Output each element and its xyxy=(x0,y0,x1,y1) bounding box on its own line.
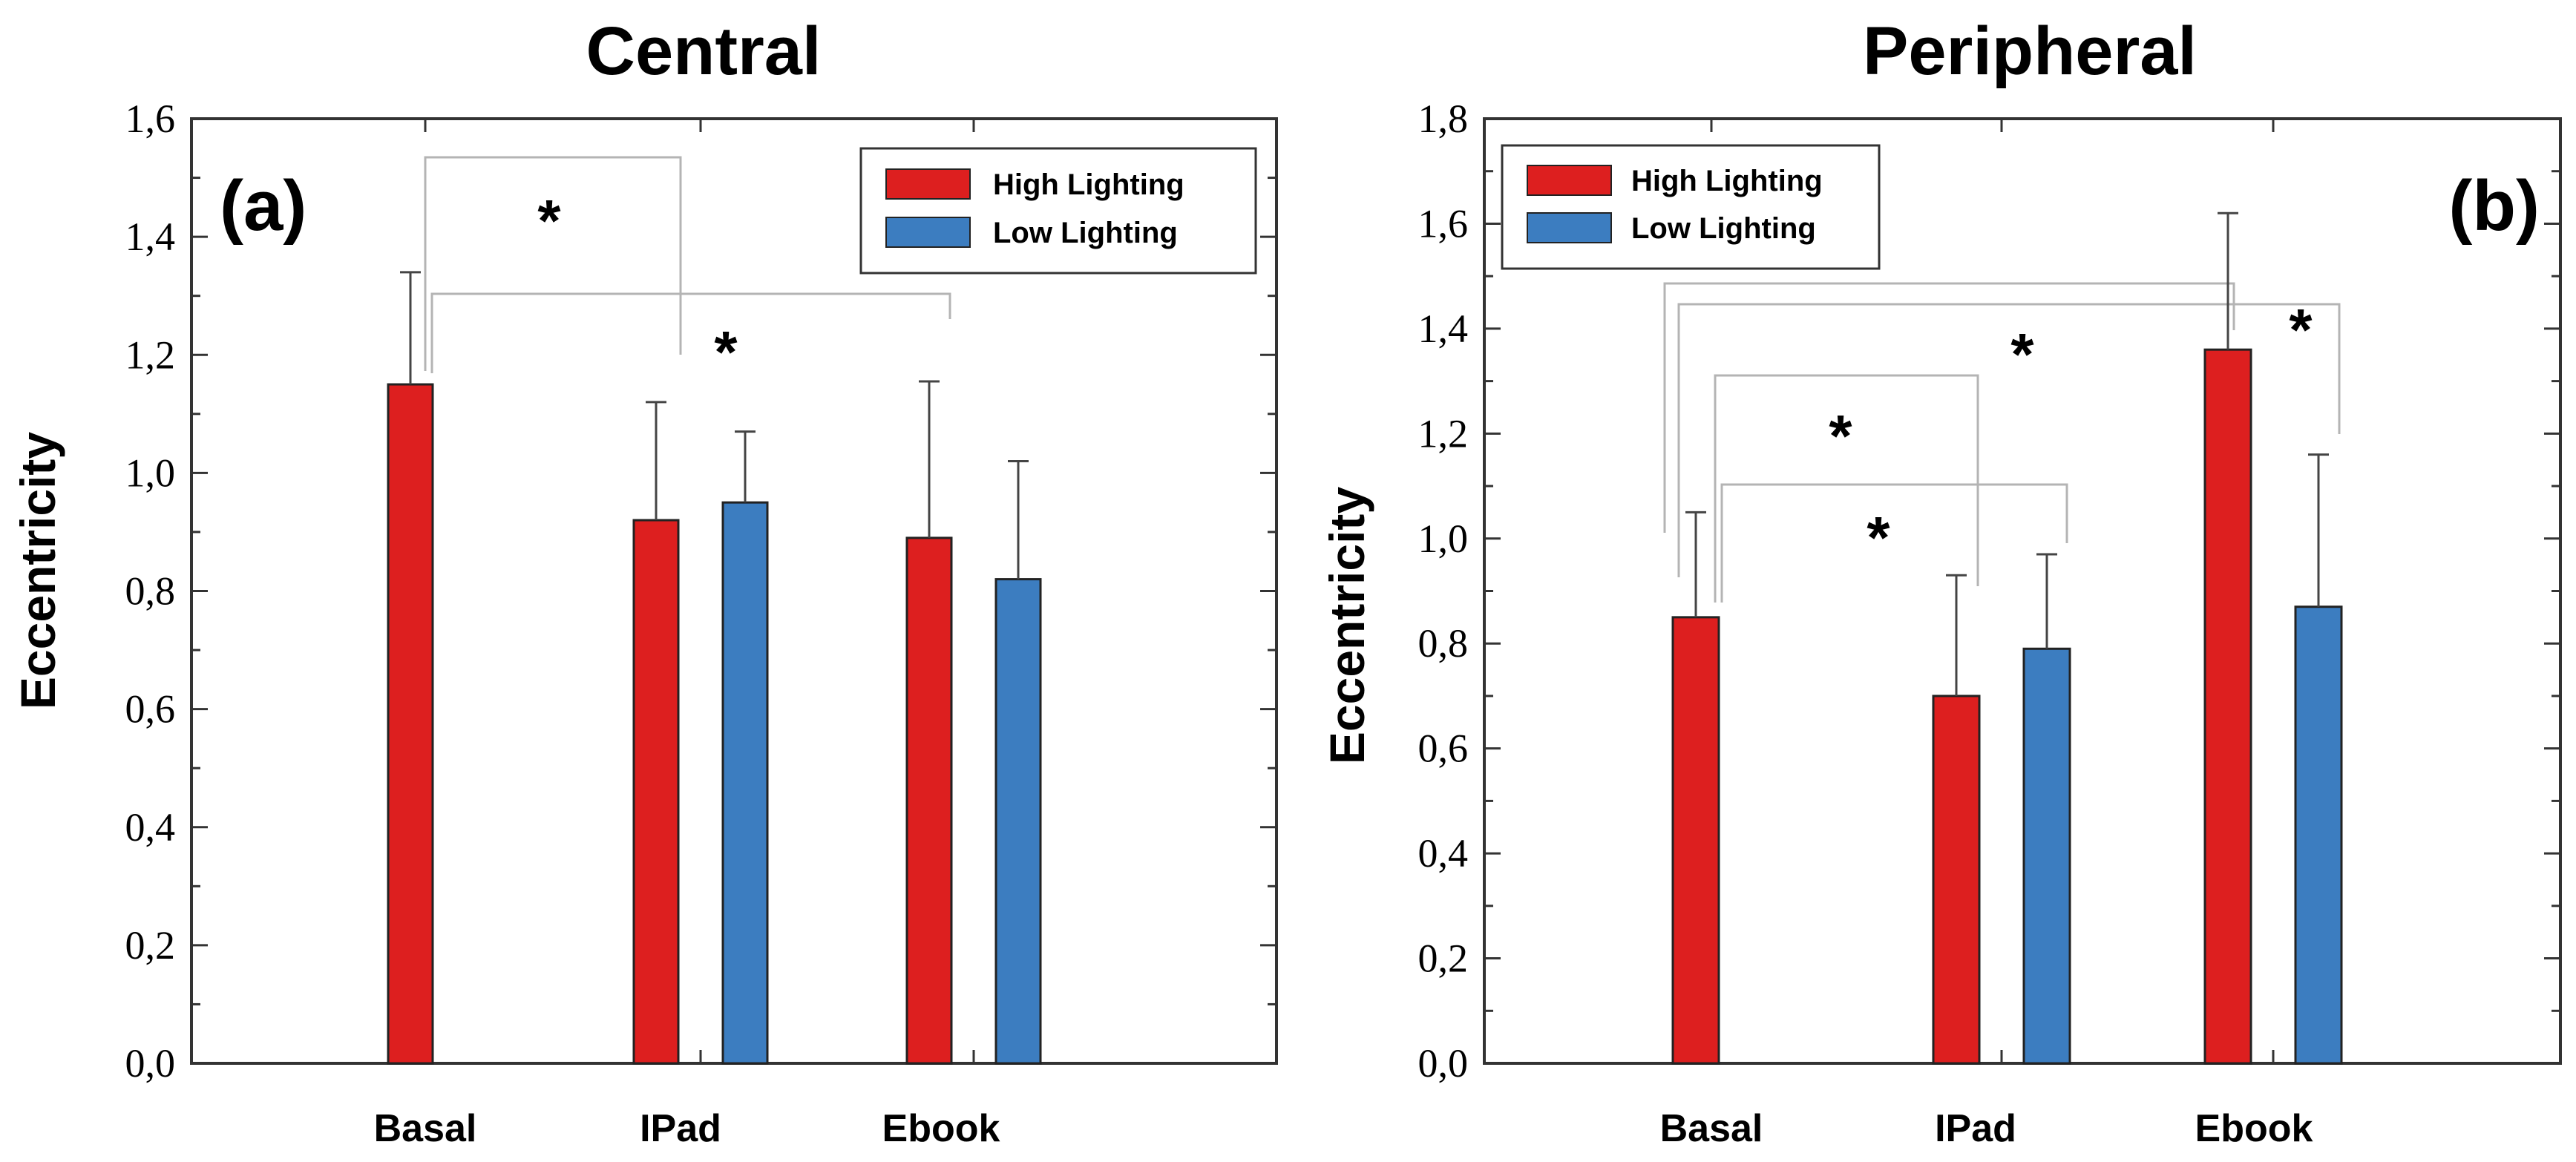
panel-a-ytick-label: 1,0 xyxy=(125,450,176,495)
panel-a-ytick-label: 0,8 xyxy=(125,569,176,614)
panel-a-xtick-label: Ebook xyxy=(882,1107,1000,1150)
panel-b-bar-high-ebook xyxy=(2203,348,2252,1065)
panel-a-star-1: * xyxy=(537,188,561,254)
panel-a-legend-box xyxy=(859,147,1257,275)
panel-b-label: (b) xyxy=(2448,166,2540,246)
panel-b-star-1: * xyxy=(1829,403,1852,469)
panel-a-xtick-label: IPad xyxy=(640,1107,721,1150)
panel-b-ytick-label: 0,4 xyxy=(1418,831,1469,876)
panel-b-ytick-label: 1,2 xyxy=(1418,411,1469,456)
panel-b-xtick-label: Ebook xyxy=(2195,1107,2313,1150)
panel-a-bar-low-ebook xyxy=(994,578,1042,1065)
panel-a-bar-high-ebook xyxy=(905,536,953,1065)
panel-b-xtick-label: Basal xyxy=(1660,1107,1763,1150)
panel-a-bars xyxy=(387,271,1042,1065)
panel-b-bracket-basal-ipad-low xyxy=(1720,483,2068,603)
panel-a-ylabel: Eccentricity xyxy=(10,432,65,709)
panel-a-ytick-label: 0,2 xyxy=(125,923,176,968)
panel-a-ytick-label: 1,2 xyxy=(125,332,176,377)
panel-b-star-2: * xyxy=(2010,321,2034,387)
panel-b-ytick-label: 1,0 xyxy=(1418,516,1469,561)
panel-b-legend-box xyxy=(1501,144,1881,270)
panel-b-bracket-basal-ebook-outer xyxy=(1663,282,2235,533)
panel-a-bar-high-ipad xyxy=(632,519,680,1065)
panel-b-legend: High Lighting Low Lighting xyxy=(1501,144,1881,270)
panel-b-title: Peripheral xyxy=(1863,13,2197,89)
panel-a-label: (a) xyxy=(220,166,307,246)
panel-b-ytick-label: 1,4 xyxy=(1418,306,1469,351)
panel-b-legend-label-low: Low Lighting xyxy=(1631,212,1816,245)
panel-b-y-axis: 0,0 0,2 0,4 0,6 0,8 1,0 1,2 1,4 1,6 1,8 xyxy=(1418,96,2560,1086)
panel-a-bar-high-basal xyxy=(387,383,434,1065)
panel-a-legend-swatch-low xyxy=(885,217,971,248)
panel-a-significance-brackets xyxy=(424,156,951,373)
panel-b-bar-low-ipad xyxy=(2022,647,2071,1065)
panel-b-ytick-label: 0,8 xyxy=(1418,621,1469,666)
panel-b-bars xyxy=(1671,211,2343,1065)
panel-a-legend-swatch-high xyxy=(885,168,971,200)
panel-a-xtick-label: Basal xyxy=(374,1107,477,1150)
panel-b-x-axis: Basal IPad Ebook xyxy=(1660,119,2313,1150)
panel-b-bracket-basal-ipad xyxy=(1714,374,1979,603)
panel-b-legend-swatch-high xyxy=(1527,165,1612,196)
panel-a-legend-label-high: High Lighting xyxy=(993,168,1184,201)
panel-a-ytick-label: 0,0 xyxy=(125,1041,176,1086)
panel-a-bracket-basal-ebook xyxy=(430,292,951,373)
panel-a-star-2: * xyxy=(714,319,738,385)
panel-b-ytick-label: 1,6 xyxy=(1418,201,1469,246)
panel-b-legend-label-high: High Lighting xyxy=(1631,165,1823,197)
panel-a-ytick-label: 1,6 xyxy=(125,96,176,141)
panel-b-star-3: * xyxy=(1867,505,1890,571)
panel-b-significance-brackets xyxy=(1663,282,2341,603)
panel-b-ytick-label: 1,8 xyxy=(1418,96,1469,141)
panel-a-title: Central xyxy=(586,13,822,89)
panel-b: Peripheral Eccentricity 0,0 0,2 0,4 0,6 0,8 1… xyxy=(1320,13,2562,1150)
panel-a-x-axis: Basal IPad Ebook xyxy=(374,119,1000,1150)
panel-b-xtick-label: IPad xyxy=(1935,1107,2016,1150)
panel-a-legend: High Lighting Low Lighting xyxy=(859,147,1257,275)
panel-a-bar-low-ipad xyxy=(721,501,769,1065)
panel-a-bracket-basal-ipad xyxy=(424,156,682,371)
panel-a-ytick-label: 1,4 xyxy=(125,214,176,259)
panel-a: Central Eccentricity 0,0 0,2 0,4 0,6 0,8 1,0 1… xyxy=(10,13,1278,1150)
panel-a-ytick-label: 0,6 xyxy=(125,687,176,732)
panel-b-ytick-label: 0,2 xyxy=(1418,936,1469,981)
panel-a-ytick-label: 0,4 xyxy=(125,805,176,850)
panel-b-ytick-label: 0,0 xyxy=(1418,1041,1469,1086)
panel-b-ytick-label: 0,6 xyxy=(1418,726,1469,771)
panel-b-bar-low-ebook xyxy=(2294,605,2343,1065)
panel-b-bracket-basal-ebook-low xyxy=(1677,303,2341,577)
panel-b-ylabel: Eccentricity xyxy=(1320,487,1374,764)
panel-a-y-axis: 0,0 0,2 0,4 0,6 0,8 1,0 1,2 1,4 1,6 xyxy=(125,96,1276,1086)
panel-b-star-4: * xyxy=(2289,297,2313,363)
panel-b-bar-high-ipad xyxy=(1932,695,1981,1065)
panel-b-legend-swatch-low xyxy=(1527,212,1612,243)
panel-a-legend-label-low: Low Lighting xyxy=(993,217,1178,249)
panel-b-bar-high-basal xyxy=(1671,616,1720,1065)
